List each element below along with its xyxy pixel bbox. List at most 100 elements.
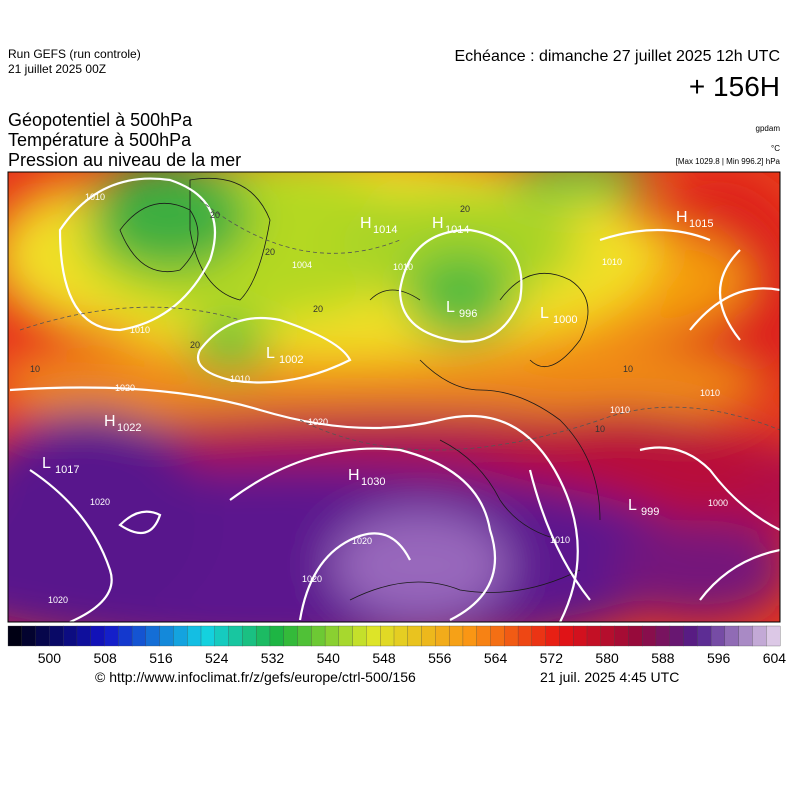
run: Run GEFS (run controle) xyxy=(8,47,141,61)
isobar-label: 1000 xyxy=(708,498,728,508)
center-value: 1002 xyxy=(279,354,303,366)
colorbar-cell xyxy=(697,625,712,647)
field: Température à 500hPa xyxy=(8,130,192,150)
isotherm-label: 20 xyxy=(313,304,323,314)
colorbar-cell xyxy=(62,625,78,647)
isobar-label: 1010 xyxy=(700,388,720,398)
colorbar-cell xyxy=(214,625,230,647)
colorbar-cell xyxy=(269,625,285,647)
colorbar-label: 556 xyxy=(428,650,452,666)
isobar-label: 1010 xyxy=(85,192,105,202)
isobar-label: 1010 xyxy=(393,262,413,272)
colorbar-cell xyxy=(559,625,574,647)
colorbar-label: 604 xyxy=(763,650,787,666)
center-kind: H xyxy=(104,413,116,430)
colorbar-label: 516 xyxy=(149,650,173,666)
colorbar-cell xyxy=(283,625,298,647)
colorbar-label: 540 xyxy=(317,650,341,666)
unit: °C xyxy=(771,144,780,153)
colorbar-cell xyxy=(324,625,340,647)
colorbar-cell xyxy=(352,625,367,647)
isobar-label: 1020 xyxy=(352,536,372,546)
colorbar-cell xyxy=(49,625,64,647)
generated-time: 21 juil. 2025 4:45 UTC xyxy=(540,669,679,685)
center-value: 1022 xyxy=(117,422,141,434)
colorbar-cell xyxy=(21,625,37,647)
isotherm-label: 10 xyxy=(623,364,633,374)
colorbar-cell xyxy=(393,625,409,647)
colorbar-cell xyxy=(628,625,643,647)
isotherm-label: 20 xyxy=(210,210,220,220)
isotherm-label: 20 xyxy=(190,340,200,350)
colorbar-label: 548 xyxy=(372,650,396,666)
center-kind: L xyxy=(540,305,549,322)
valid-time: Echéance : dimanche 27 juillet 2025 12h … xyxy=(454,48,780,65)
center-kind: H xyxy=(360,215,372,232)
colorbar-label: 588 xyxy=(651,650,675,666)
colorbar-label: 500 xyxy=(38,650,62,666)
field: Pression au niveau de la mer xyxy=(8,150,241,170)
colorbar-cell xyxy=(228,625,243,647)
colorbar-cell xyxy=(297,625,312,647)
colorbar-cell xyxy=(448,625,464,647)
isobar-label: 1010 xyxy=(230,374,250,384)
colorbar-cell xyxy=(7,625,23,647)
colorbar-label: 596 xyxy=(707,650,731,666)
colorbar-cell xyxy=(76,625,92,647)
isobar-label: 1020 xyxy=(308,417,328,427)
colorbar-cell xyxy=(421,625,436,647)
isobar-label: 1020 xyxy=(90,497,110,507)
colorbar-label: 572 xyxy=(540,650,564,666)
center-value: 1015 xyxy=(689,218,713,230)
colorbar-cell xyxy=(35,625,50,647)
colorbar-cell xyxy=(724,625,740,647)
colorbar-cell xyxy=(683,625,698,647)
colorbar-cell xyxy=(380,625,395,647)
colorbar-label: 580 xyxy=(595,650,619,666)
colorbar-label: 532 xyxy=(261,650,285,666)
colorbar-cell xyxy=(90,625,105,647)
center-value: 1017 xyxy=(55,464,79,476)
colorbar-cell xyxy=(255,625,271,647)
center-value: 1000 xyxy=(553,314,577,326)
colorbar-cell xyxy=(600,625,616,647)
isotherm-label: 20 xyxy=(265,247,275,257)
run-date: 21 juillet 2025 00Z xyxy=(8,62,106,76)
center-kind: H xyxy=(348,467,360,484)
center-kind: L xyxy=(42,455,51,472)
center-value: 1030 xyxy=(361,476,385,488)
colorbar-cell xyxy=(669,625,684,647)
center-kind: H xyxy=(432,215,444,232)
lead-time: + 156H xyxy=(689,71,780,102)
colorbar-cell xyxy=(118,625,133,647)
colorbar-cell xyxy=(738,625,753,647)
center-kind: L xyxy=(446,299,455,316)
isobar-label: 1020 xyxy=(115,383,135,393)
isobar-label: 1010 xyxy=(602,257,622,267)
isobar-label: 1020 xyxy=(48,595,68,605)
isobar-label: 1010 xyxy=(130,325,150,335)
colorbar-cell xyxy=(187,625,202,647)
isotherm-label: 10 xyxy=(30,364,40,374)
isotherm-label: 10 xyxy=(595,424,605,434)
center-kind: L xyxy=(266,345,275,362)
colorbar-cell xyxy=(517,625,533,647)
colorbar-cell xyxy=(242,625,257,647)
colorbar-cell xyxy=(710,625,726,647)
center-value: 1014 xyxy=(445,224,469,236)
field: Géopotentiel à 500hPa xyxy=(8,110,193,130)
colorbar-cell xyxy=(104,625,119,647)
colorbar-cell xyxy=(545,625,560,647)
colorbar-cell xyxy=(573,625,588,647)
isobar-label: 1010 xyxy=(550,535,570,545)
colorbar-cell xyxy=(476,625,491,647)
colorbar-label: 524 xyxy=(205,650,229,666)
map-frame xyxy=(7,171,781,623)
colorbar-cell xyxy=(752,625,767,647)
isobar-label: 1020 xyxy=(302,574,322,584)
colorbar-cell xyxy=(766,625,781,647)
colorbar-cell xyxy=(200,625,216,647)
isotherm-label: 20 xyxy=(460,204,470,214)
